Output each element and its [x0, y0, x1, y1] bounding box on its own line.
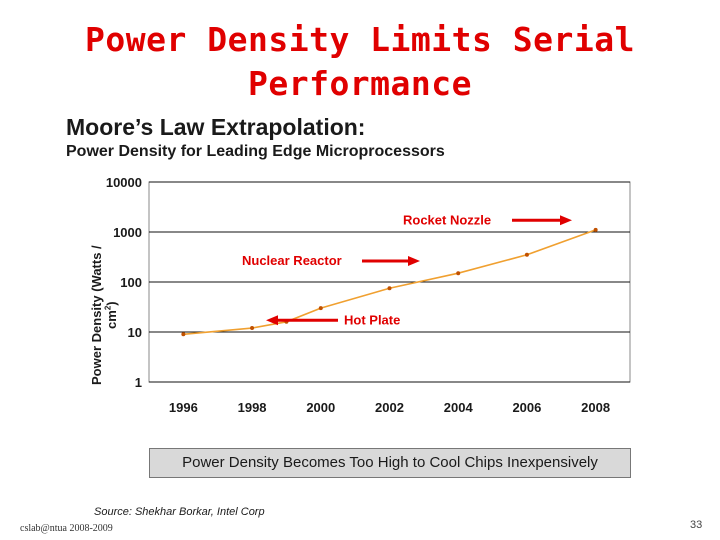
y-tick-label: 10000: [106, 175, 142, 190]
y-tick-label: 10: [128, 325, 142, 340]
data-point: [524, 252, 529, 257]
page-number: 33: [690, 519, 703, 531]
x-tick-label: 2004: [444, 400, 474, 415]
data-point: [318, 306, 323, 311]
annotation-label: Rocket Nozzle: [403, 212, 491, 227]
series-line: [183, 229, 596, 336]
chart-plot: 10000 1000 100 10 1 1996 1998 2000 2002 2004 2006…: [106, 175, 631, 415]
data-point: [456, 271, 461, 276]
source-note: Source: Shekhar Borkar, Intel Corp: [94, 506, 265, 518]
data-point: [387, 286, 392, 291]
y-tick-label: 1000: [113, 225, 142, 240]
y-tick-label: 100: [120, 275, 142, 290]
x-tick-label: 2002: [375, 400, 404, 415]
annotation-label: Hot Plate: [344, 312, 400, 327]
x-tick-label: 2008: [581, 400, 610, 415]
data-point: [593, 227, 598, 232]
slide-title: Power Density Limits Serial Performance: [60, 18, 660, 106]
data-point: [181, 332, 186, 337]
chart-subtitle: Power Density for Leading Edge Microproc…: [66, 143, 445, 160]
y-ticks: 10000 1000 100 10 1: [106, 175, 142, 390]
annotation-arrow-head: [560, 215, 572, 226]
slide-title-line1: Power Density Limits Serial: [85, 20, 635, 59]
x-tick-label: 1996: [169, 400, 198, 415]
annotations: Rocket Nozzle Nuclear Reactor Hot Plate: [242, 212, 572, 327]
chart-title: Moore’s Law Extrapolation:: [66, 114, 366, 140]
y-tick-label: 1: [135, 375, 142, 390]
grid-lines: [149, 181, 630, 383]
x-tick-label: 2006: [512, 400, 541, 415]
footer-credit: cslab@ntua 2008-2009: [20, 523, 113, 534]
annotation-arrow-head: [266, 315, 278, 326]
x-tick-label: 2000: [306, 400, 335, 415]
annotation-label: Nuclear Reactor: [242, 253, 342, 268]
annotation-arrow-head: [408, 255, 420, 266]
x-tick-label: 1998: [238, 400, 267, 415]
data-point: [250, 326, 255, 331]
conclusion-banner: Power Density Becomes Too High to Cool C…: [149, 448, 631, 478]
slide-title-line2: Performance: [247, 64, 473, 103]
x-ticks: 1996 1998 2000 2002 2004 2006 2008: [169, 400, 610, 415]
